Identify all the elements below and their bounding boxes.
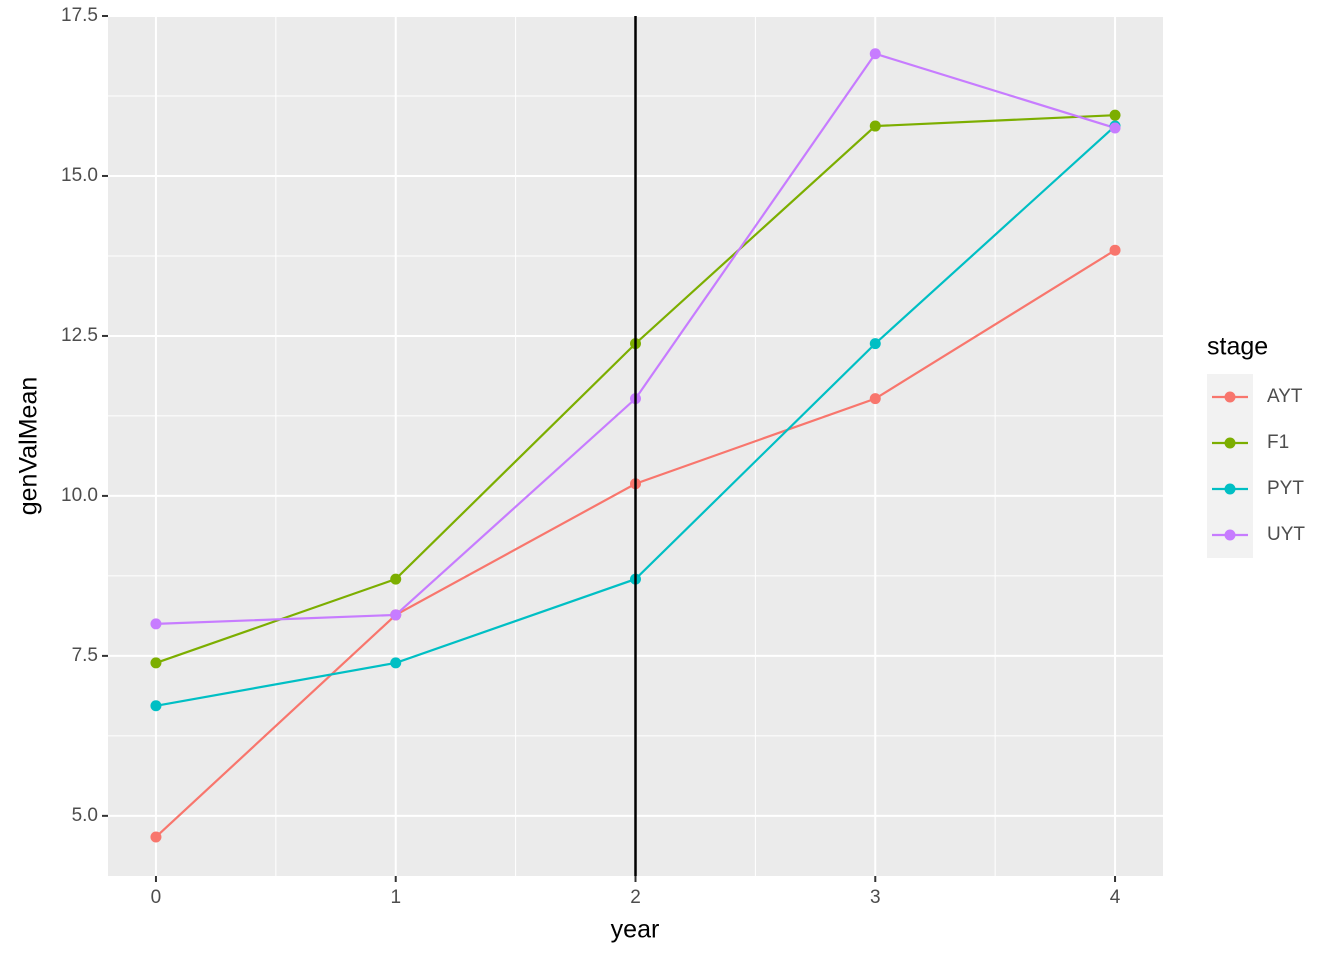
legend-dot	[1224, 529, 1236, 541]
data-point	[150, 657, 162, 669]
x-tick-label: 3	[870, 887, 881, 908]
legend-title: stage	[1207, 333, 1268, 361]
data-point	[390, 609, 402, 621]
data-point	[1109, 109, 1121, 121]
y-tick-label: 7.5	[72, 645, 98, 666]
data-point	[390, 573, 402, 585]
data-point	[1109, 122, 1121, 134]
legend-label: F1	[1267, 432, 1289, 453]
legend-label: AYT	[1267, 386, 1303, 407]
y-axis-label: genValMean	[15, 377, 43, 516]
x-tick-label: 0	[151, 887, 162, 908]
y-tick-label: 12.5	[61, 325, 98, 346]
data-point	[869, 393, 881, 405]
data-point	[150, 618, 162, 630]
y-tick-label: 10.0	[61, 485, 98, 506]
x-tick-label: 1	[390, 887, 401, 908]
data-point	[869, 338, 881, 350]
x-axis-label: year	[611, 916, 660, 944]
data-point	[150, 700, 162, 712]
y-tick-label: 17.5	[61, 5, 98, 26]
data-point	[1109, 244, 1121, 256]
legend-label: UYT	[1267, 524, 1305, 545]
data-point	[390, 657, 402, 669]
data-point	[869, 120, 881, 132]
legend-dot	[1224, 391, 1236, 403]
x-tick-label: 4	[1110, 887, 1121, 908]
data-point	[869, 48, 881, 60]
legend-dot	[1224, 437, 1236, 449]
y-tick-label: 15.0	[61, 165, 98, 186]
x-tick-label: 2	[630, 887, 641, 908]
data-point	[150, 831, 162, 843]
legend: stage AYT F1 PYT UYT	[1207, 333, 1305, 558]
legend-dot	[1224, 483, 1236, 495]
legend-label: PYT	[1267, 478, 1304, 499]
y-tick-label: 5.0	[72, 805, 98, 826]
